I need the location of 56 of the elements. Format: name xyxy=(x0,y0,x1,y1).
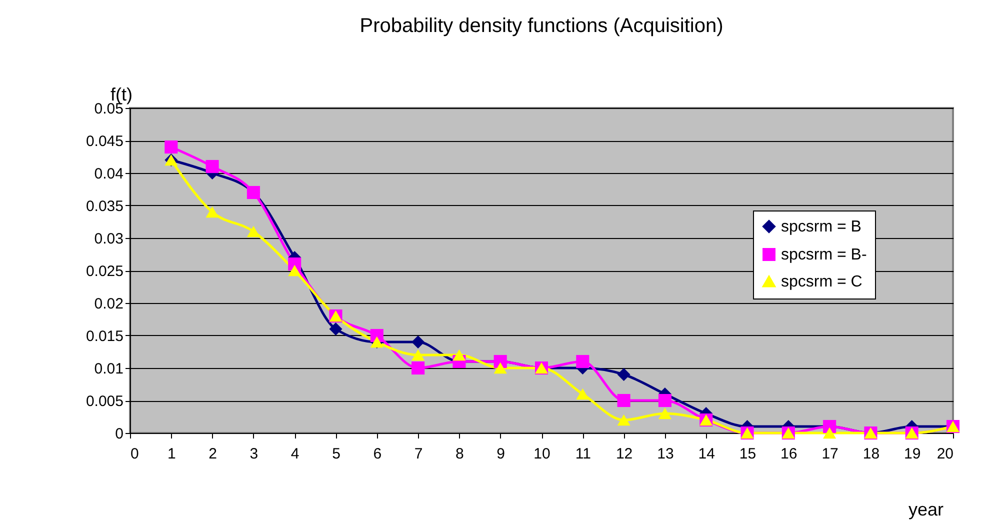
x-axis-title: year xyxy=(908,500,944,520)
point xyxy=(164,140,178,154)
x-tick-label: 14 xyxy=(698,446,715,462)
x-tick-label: 10 xyxy=(534,446,550,462)
point xyxy=(494,362,507,374)
y-tick-label: 0.03 xyxy=(94,230,124,248)
point xyxy=(246,226,260,238)
y-tick-label: 0.025 xyxy=(86,263,124,280)
x-tick-label: 11 xyxy=(575,446,591,462)
x-tick-label: 12 xyxy=(616,446,633,462)
y-tick-label: 0.045 xyxy=(86,133,124,150)
x-tick-label: 9 xyxy=(496,446,506,462)
y-tick-label: 0.005 xyxy=(86,393,124,410)
x-tick-label: 2 xyxy=(208,446,217,462)
legend-label: spcsrm = C xyxy=(781,274,862,290)
y-tick-label: 0.015 xyxy=(86,328,124,345)
y-tick-label: 0.04 xyxy=(94,166,124,182)
x-tick-label: 5 xyxy=(332,446,340,462)
point xyxy=(617,368,630,382)
y-tick-label: 0 xyxy=(115,426,124,442)
point xyxy=(206,206,219,218)
legend-label: spcsrm = B xyxy=(781,218,862,236)
x-tick-label: 1 xyxy=(167,446,176,462)
x-tick-label: 18 xyxy=(862,446,880,462)
point xyxy=(576,354,590,368)
x-tick-label: 15 xyxy=(739,446,756,462)
x-tick-label: 7 xyxy=(414,446,423,462)
point xyxy=(617,414,630,426)
y-tick-label: 0.01 xyxy=(94,360,124,378)
x-tick-label: 13 xyxy=(657,446,674,462)
legend-label: spcsrm = B- xyxy=(781,246,867,264)
y-tick-label: 0.035 xyxy=(86,198,124,215)
chart-title: Probability density functions (Acquisition) xyxy=(360,15,724,37)
point xyxy=(823,427,836,439)
x-tick-label: 6 xyxy=(373,446,382,462)
x-tick-label: 20 xyxy=(936,446,954,462)
point xyxy=(412,349,425,361)
point xyxy=(412,361,425,375)
point xyxy=(288,264,302,276)
y-axis-title: f(t) xyxy=(110,84,132,104)
point xyxy=(658,408,672,420)
point xyxy=(658,394,672,408)
y-tick-label: 0.02 xyxy=(94,296,124,312)
point xyxy=(329,322,342,336)
x-tick-label: 0 xyxy=(130,446,139,462)
point xyxy=(452,349,466,361)
point xyxy=(206,160,219,174)
x-tick-label: 8 xyxy=(456,446,464,462)
x-tick-label: 19 xyxy=(904,446,921,462)
point xyxy=(576,388,590,400)
point xyxy=(617,394,630,408)
x-tick-label: 3 xyxy=(250,446,258,462)
x-tick-label: 16 xyxy=(780,446,798,462)
x-tick-label: 17 xyxy=(822,446,838,462)
point xyxy=(412,335,425,349)
x-tick-label: 4 xyxy=(290,446,300,462)
